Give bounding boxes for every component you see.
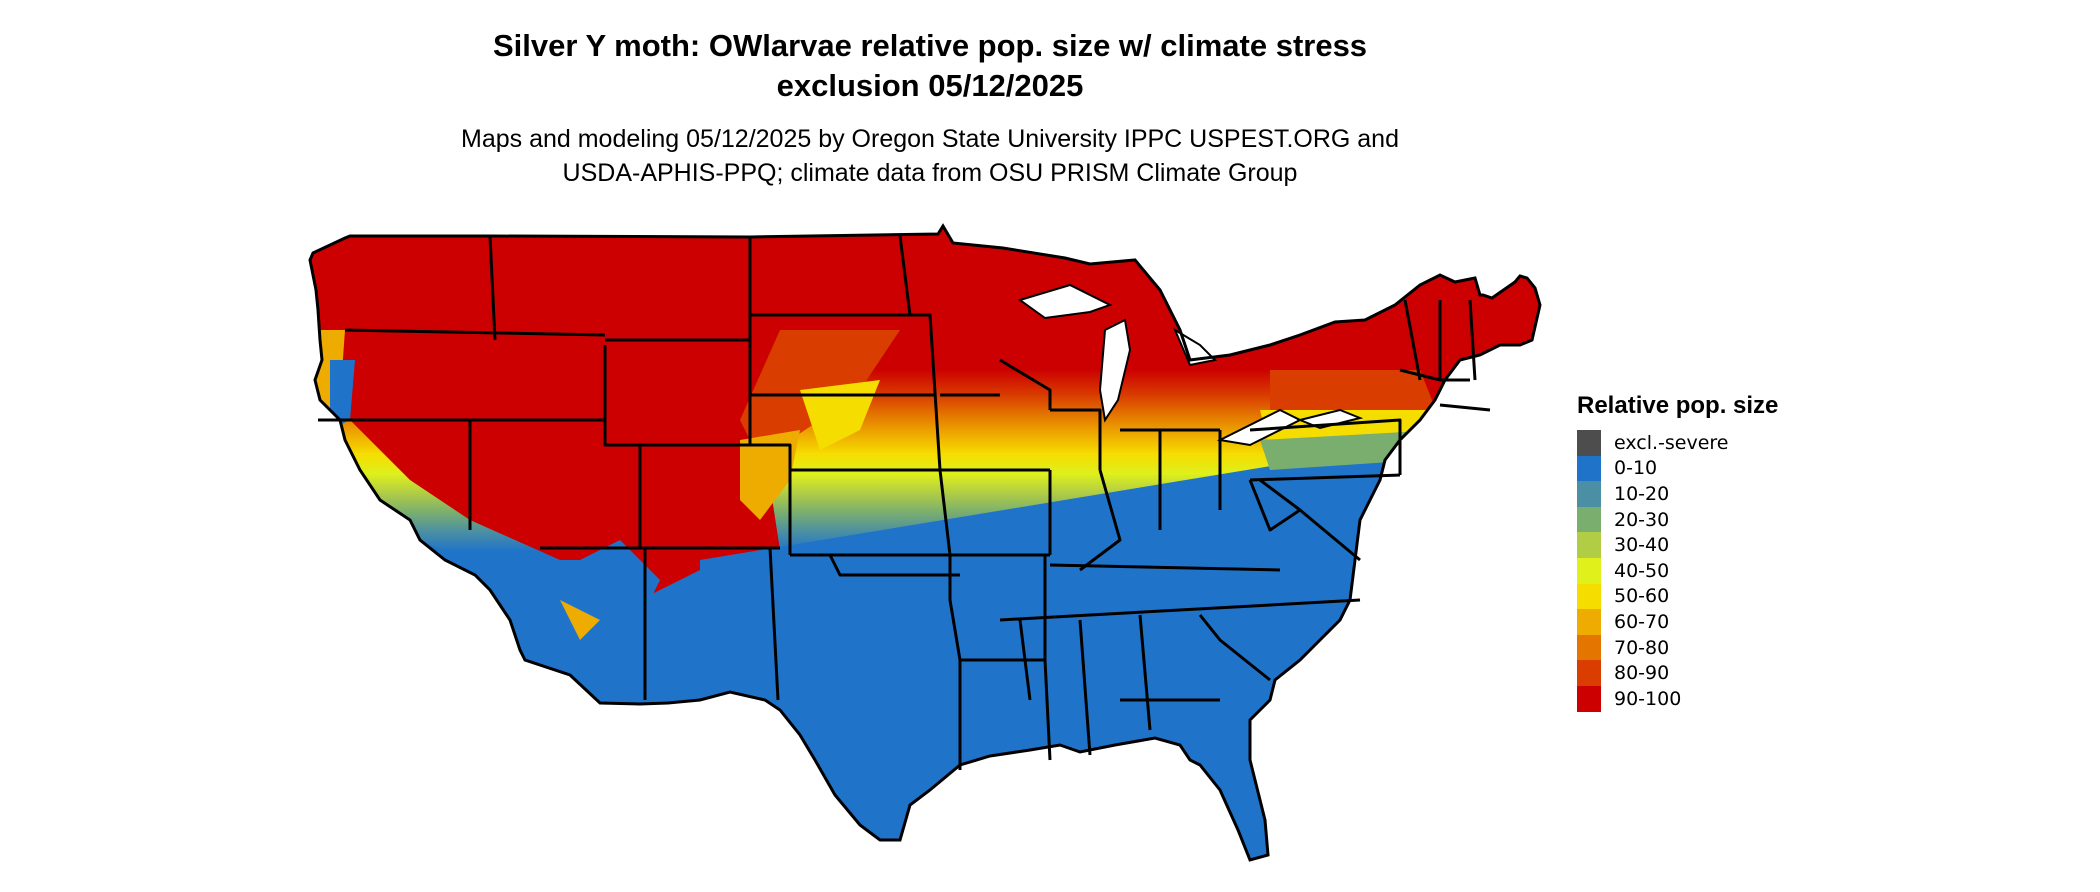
legend-label: excl.-severe xyxy=(1614,431,1729,454)
legend-item: 60-70 xyxy=(1577,609,1778,635)
legend-title: Relative pop. size xyxy=(1577,392,1779,419)
legend-swatch xyxy=(1577,430,1601,456)
legend-item: 70-80 xyxy=(1577,634,1778,661)
legend-label: 50-60 xyxy=(1614,585,1670,608)
legend-swatch xyxy=(1577,557,1601,584)
legend-item: 0-10 xyxy=(1577,455,1778,482)
legend-item: 10-20 xyxy=(1577,481,1778,507)
legend-item: 20-30 xyxy=(1577,506,1778,533)
legend-items: excl.-severe 0-10 10-20 20-30 30-40 40-50 50-6… xyxy=(1577,430,1778,712)
legend-item: 40-50 xyxy=(1577,557,1778,584)
legend-swatch xyxy=(1577,634,1601,661)
legend-label: 40-50 xyxy=(1614,559,1670,582)
legend-swatch xyxy=(1577,532,1601,558)
legend-label: 90-100 xyxy=(1614,687,1682,710)
legend-swatch xyxy=(1577,481,1601,507)
legend-label: 80-90 xyxy=(1614,662,1670,685)
map-subtitle-line-2: USDA-APHIS-PPQ; climate data from OSU PR… xyxy=(562,159,1298,187)
map-title-line-2: exclusion 05/12/2025 xyxy=(776,68,1084,103)
legend-swatch xyxy=(1577,609,1601,635)
legend-item: 50-60 xyxy=(1577,583,1778,610)
legend-swatch xyxy=(1577,455,1601,482)
legend-item: excl.-severe xyxy=(1577,430,1778,456)
map-title-line-1: Silver Y moth: OWlarvae relative pop. si… xyxy=(492,28,1368,63)
legend-label: 20-30 xyxy=(1614,508,1670,531)
legend: Relative pop. size excl.-severe 0-10 10-20… xyxy=(1577,392,1778,712)
legend-label: 60-70 xyxy=(1614,610,1670,633)
map-subtitle-line-1: Maps and modeling 05/12/2025 by Oregon S… xyxy=(461,125,1399,153)
legend-swatch xyxy=(1577,583,1601,610)
legend-item: 30-40 xyxy=(1577,532,1778,558)
legend-item: 80-90 xyxy=(1577,660,1778,686)
legend-swatch xyxy=(1577,685,1601,712)
legend-swatch xyxy=(1577,506,1601,533)
legend-label: 30-40 xyxy=(1614,534,1670,557)
legend-label: 0-10 xyxy=(1614,457,1658,480)
legend-label: 10-20 xyxy=(1614,482,1670,505)
legend-item: 90-100 xyxy=(1577,685,1778,712)
legend-swatch xyxy=(1577,660,1601,686)
legend-label: 70-80 xyxy=(1614,636,1670,659)
